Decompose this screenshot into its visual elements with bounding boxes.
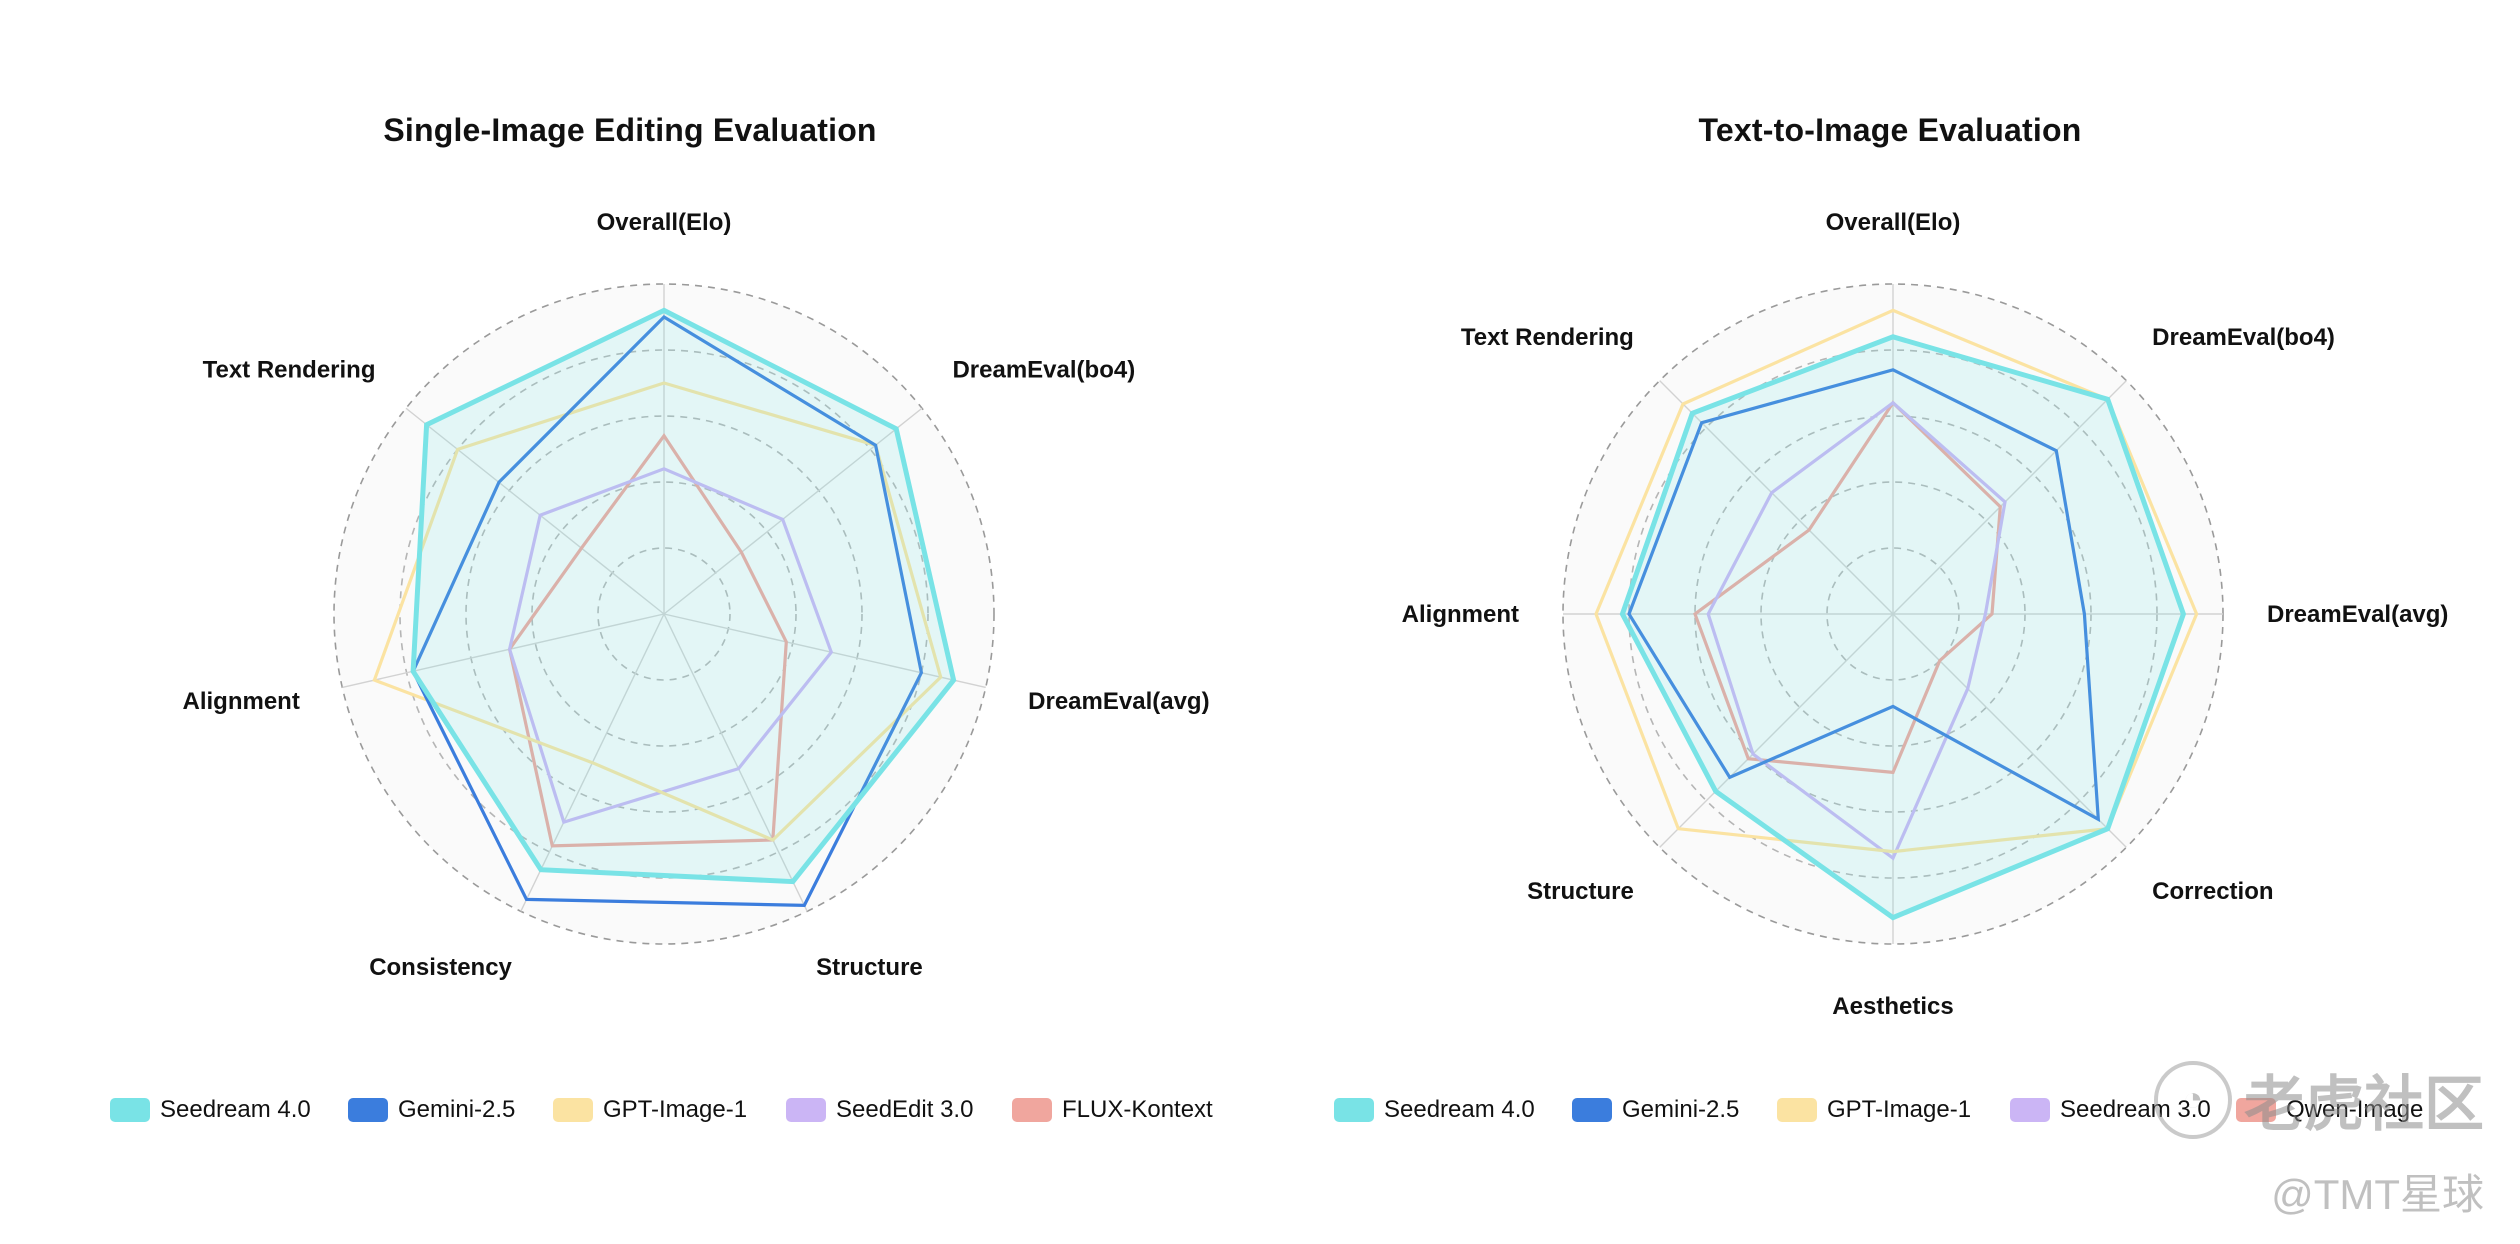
series-gpt-image-1 — [1594, 308, 2199, 854]
axis-label: DreamEval(bo4) — [952, 357, 1135, 384]
grid-spoke — [1892, 613, 2127, 848]
legend-item: Gemini-2.5 — [348, 1088, 515, 1132]
legend-item: GPT-Image-1 — [553, 1088, 747, 1132]
chart-title: Text-to-Image Evaluation — [1698, 112, 2082, 148]
grid-spoke — [342, 613, 665, 689]
axis-label: Overall(Elo) — [597, 209, 732, 236]
legend-label: GPT-Image-1 — [603, 1096, 748, 1123]
grid-spoke — [1659, 380, 1894, 615]
editing-radar-chart: Overall(Elo) DreamEval(bo4) DreamEval(avg)… — [183, 209, 1210, 981]
grid-ring — [597, 547, 731, 681]
axis-label: Text Rendering — [203, 357, 376, 384]
axis-label: Aesthetics — [1832, 993, 1953, 1020]
legend-swatch — [1012, 1098, 1052, 1122]
series-gemini-2-5 — [411, 314, 924, 908]
legend-item: Qwen-Image — [2236, 1088, 2423, 1132]
t2i-legend: Seedream 4.0 Gemini-2.5 GPT-Image-1 Seedrea… — [1260, 1088, 2520, 1132]
editing-eval-panel: Single-Image Editing Evaluation Overall(… — [0, 112, 1260, 1132]
grid-spoke — [1892, 380, 2127, 615]
legend-label: GPT-Image-1 — [1827, 1096, 1972, 1123]
grid-spoke — [663, 613, 986, 689]
legend-label: FLUX-Kontext — [1062, 1096, 1213, 1123]
legend-swatch — [1572, 1098, 1612, 1122]
grid-ring — [465, 415, 863, 813]
grid-spoke — [405, 407, 665, 615]
legend-label: Seedream 3.0 — [2060, 1096, 2211, 1123]
legend-item: Seedream 3.0 — [2010, 1088, 2211, 1132]
legend-label: Qwen-Image — [2286, 1096, 2424, 1123]
series-flux-kontext — [507, 433, 788, 848]
axis-label: Structure — [816, 954, 923, 981]
legend-item: FLUX-Kontext — [1012, 1088, 1213, 1132]
legend-item: Seedream 4.0 — [1334, 1088, 1535, 1132]
axis-label: Text Rendering — [1461, 324, 1634, 351]
grid-spoke — [663, 613, 808, 912]
axis-label: DreamEval(avg) — [2267, 601, 2448, 628]
grid-ring — [333, 283, 995, 945]
legend-label: Seedream 4.0 — [1384, 1096, 1535, 1123]
legend-swatch — [553, 1098, 593, 1122]
t2i-radar-chart: Overall(Elo) DreamEval(bo4) DreamEval(avg)… — [1402, 209, 2449, 1020]
axis-label: Alignment — [1402, 601, 1519, 628]
series-gemini-2-5 — [1627, 368, 2101, 823]
legend-swatch — [348, 1098, 388, 1122]
axis-label: Consistency — [369, 954, 512, 981]
axis-label: Alignment — [183, 688, 300, 715]
chart-title: Single-Image Editing Evaluation — [383, 112, 877, 148]
legend-label: SeedEdit 3.0 — [836, 1096, 974, 1123]
legend-label: Seedream 4.0 — [160, 1096, 311, 1123]
axis-label: Correction — [2152, 878, 2273, 905]
axis-label: DreamEval(avg) — [1028, 688, 1209, 715]
legend-swatch — [1777, 1098, 1817, 1122]
legend-label: Gemini-2.5 — [398, 1096, 516, 1123]
series-seedream-3-0 — [1706, 400, 2007, 861]
legend-item: GPT-Image-1 — [1777, 1088, 1971, 1132]
legend-item: Gemini-2.5 — [1572, 1088, 1739, 1132]
series-gpt-image-1 — [372, 381, 943, 842]
legend-swatch — [786, 1098, 826, 1122]
grid-spoke — [663, 407, 923, 615]
legend-label: Gemini-2.5 — [1622, 1096, 1740, 1123]
axis-label: DreamEval(bo4) — [2152, 324, 2335, 351]
axis-label: Structure — [1527, 878, 1634, 905]
axis-label: Overall(Elo) — [1826, 209, 1961, 236]
series-seedream-4-0 — [1619, 334, 2187, 921]
legend-swatch — [1334, 1098, 1374, 1122]
editing-legend: Seedream 4.0 Gemini-2.5 GPT-Image-1 SeedEdi… — [0, 1088, 1260, 1132]
grid-ring — [399, 349, 929, 879]
legend-item: SeedEdit 3.0 — [786, 1088, 973, 1132]
legend-item: Seedream 4.0 — [110, 1088, 311, 1132]
series-seededit-3-0 — [507, 467, 834, 825]
legend-swatch — [110, 1098, 150, 1122]
t2i-eval-panel: Text-to-Image Evaluation Overall(Elo) Dre… — [1260, 0, 2520, 1244]
grid-spoke — [1659, 613, 1894, 848]
grid-ring — [531, 481, 797, 747]
series-seedream-4-0 — [410, 307, 957, 885]
legend-swatch — [2010, 1098, 2050, 1122]
legend-swatch — [2236, 1098, 2276, 1122]
